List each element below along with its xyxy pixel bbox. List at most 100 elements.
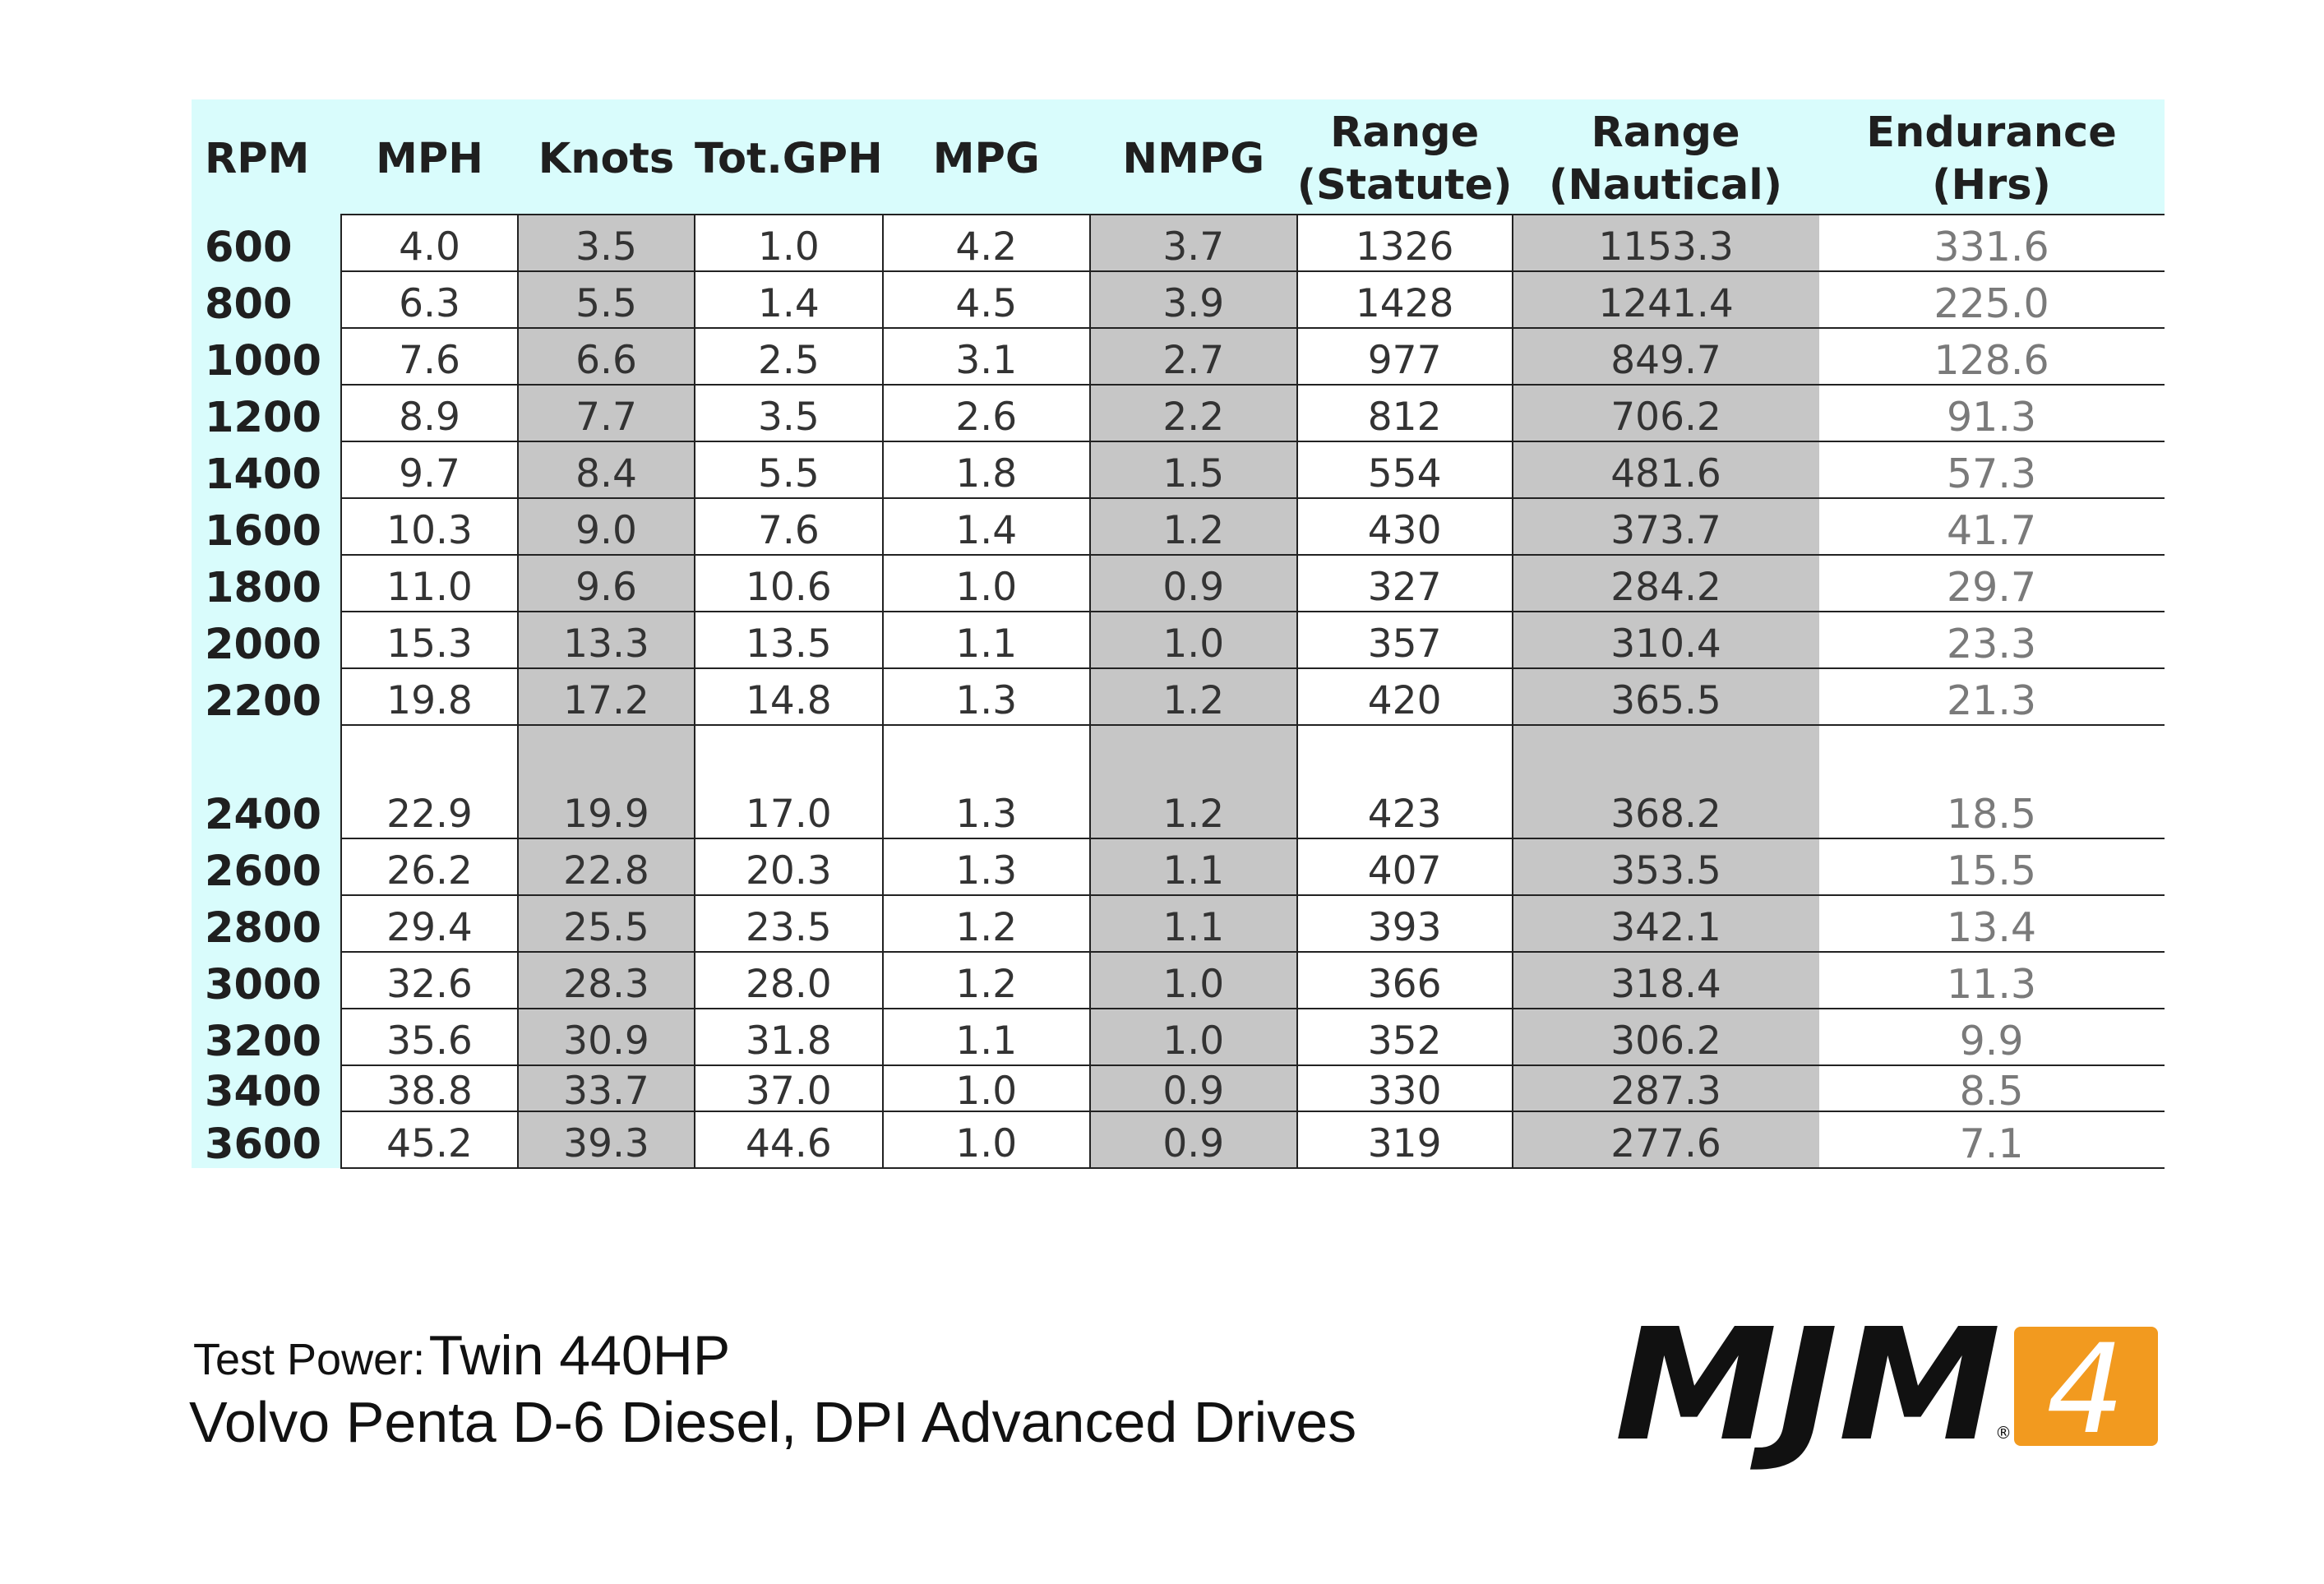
logo-badge — [2014, 1327, 2158, 1446]
cell-mph: 4.0 — [340, 214, 518, 272]
test-power-value: Twin 440HP — [428, 1324, 731, 1387]
cell-mpg: 3.1 — [881, 327, 1090, 386]
cell-gph: 37.0 — [694, 1064, 883, 1112]
cell-knots: 8.4 — [517, 441, 695, 499]
cell-range-nautical: 368.2 — [1511, 724, 1819, 839]
cell-nmpg: 1.0 — [1088, 611, 1297, 669]
cell-mph: 35.6 — [340, 1008, 518, 1066]
cell-range-nautical: 284.2 — [1511, 554, 1819, 612]
cell-gph: 1.4 — [694, 270, 883, 329]
table-row: 2400 22.9 19.9 17.0 1.3 1.2 423 368.2 18.5 — [192, 724, 2165, 839]
cell-gph: 17.0 — [694, 724, 883, 839]
cell-endurance: 9.9 — [1818, 1008, 2165, 1066]
cell-nmpg: 3.9 — [1088, 270, 1297, 329]
cell-nmpg: 3.7 — [1088, 214, 1297, 272]
cell-nmpg: 1.1 — [1088, 894, 1297, 953]
cell-knots: 9.6 — [517, 554, 695, 612]
cell-range-statute: 430 — [1296, 497, 1513, 556]
cell-mpg: 1.8 — [881, 441, 1090, 499]
cell-range-nautical: 318.4 — [1511, 951, 1819, 1009]
cell-range-statute: 357 — [1296, 611, 1513, 669]
cell-endurance: 41.7 — [1818, 497, 2165, 556]
cell-range-statute: 1326 — [1296, 214, 1513, 272]
cell-range-statute: 327 — [1296, 554, 1513, 612]
cell-mph: 45.2 — [340, 1111, 518, 1169]
cell-endurance: 225.0 — [1818, 270, 2165, 329]
registered-mark: ® — [1995, 1423, 2012, 1443]
cell-rpm: 1400 — [192, 441, 341, 498]
table-row: 800 6.3 5.5 1.4 4.5 3.9 1428 1241.4 225.0 — [192, 270, 2165, 329]
header-rpm: RPM — [192, 99, 341, 215]
cell-mph: 26.2 — [340, 838, 518, 896]
cell-mpg: 1.0 — [881, 1064, 1090, 1112]
cell-mpg: 4.2 — [881, 214, 1090, 272]
table-row: 600 4.0 3.5 1.0 4.2 3.7 1326 1153.3 331.6 — [192, 214, 2165, 272]
cell-gph: 20.3 — [694, 838, 883, 896]
cell-mpg: 1.4 — [881, 497, 1090, 556]
cell-knots: 13.3 — [517, 611, 695, 669]
cell-nmpg: 1.1 — [1088, 838, 1297, 896]
cell-rpm: 1800 — [192, 555, 341, 612]
cell-mph: 32.6 — [340, 951, 518, 1009]
cell-mpg: 2.6 — [881, 384, 1090, 442]
cell-range-nautical: 481.6 — [1511, 441, 1819, 499]
cell-knots: 19.9 — [517, 724, 695, 839]
cell-rpm: 2000 — [192, 612, 341, 668]
cell-nmpg: 1.0 — [1088, 1008, 1297, 1066]
cell-range-nautical: 342.1 — [1511, 894, 1819, 953]
cell-mph: 9.7 — [340, 441, 518, 499]
header-mpg: MPG — [882, 99, 1090, 215]
cell-range-nautical: 849.7 — [1511, 327, 1819, 386]
cell-mpg: 1.2 — [881, 951, 1090, 1009]
cell-mpg: 4.5 — [881, 270, 1090, 329]
cell-endurance: 8.5 — [1818, 1064, 2165, 1112]
cell-rpm: 3600 — [192, 1111, 341, 1168]
header-endurance-line1: Endurance — [1866, 108, 2117, 157]
cell-knots: 5.5 — [517, 270, 695, 329]
cell-rpm: 2800 — [192, 895, 341, 952]
cell-range-statute: 393 — [1296, 894, 1513, 953]
header-rpm-label: RPM — [205, 135, 310, 183]
cell-endurance: 15.5 — [1818, 838, 2165, 896]
cell-endurance: 21.3 — [1818, 667, 2165, 726]
cell-nmpg: 1.2 — [1088, 724, 1297, 839]
header-row: RPM MPH Knots Tot.GPH MPG NMPG Range (Sta… — [192, 99, 2165, 215]
table-row: 1800 11.0 9.6 10.6 1.0 0.9 327 284.2 29.7 — [192, 554, 2165, 612]
header-knots-label: Knots — [538, 134, 675, 183]
cell-endurance: 331.6 — [1818, 214, 2165, 272]
cell-endurance: 29.7 — [1818, 554, 2165, 612]
cell-endurance: 18.5 — [1818, 724, 2165, 839]
cell-mph: 38.8 — [340, 1064, 518, 1112]
cell-rpm: 3200 — [192, 1009, 341, 1065]
table-row: 2800 29.4 25.5 23.5 1.2 1.1 393 342.1 13.4 — [192, 894, 2165, 953]
cell-knots: 9.0 — [517, 497, 695, 556]
cell-gph: 14.8 — [694, 667, 883, 726]
cell-gph: 3.5 — [694, 384, 883, 442]
table-row: 1000 7.6 6.6 2.5 3.1 2.7 977 849.7 128.6 — [192, 327, 2165, 386]
cell-rpm: 3400 — [192, 1065, 341, 1113]
cell-range-statute: 1428 — [1296, 270, 1513, 329]
cell-range-nautical: 353.5 — [1511, 838, 1819, 896]
table-row: 3200 35.6 30.9 31.8 1.1 1.0 352 306.2 9.9 — [192, 1008, 2165, 1066]
cell-mpg: 1.3 — [881, 838, 1090, 896]
header-mph-label: MPH — [376, 134, 483, 183]
table-row: 3400 38.8 33.7 37.0 1.0 0.9 330 287.3 8.5 — [192, 1064, 2165, 1113]
cell-range-statute: 407 — [1296, 838, 1513, 896]
table-row: 3600 45.2 39.3 44.6 1.0 0.9 319 277.6 7.1 — [192, 1111, 2165, 1169]
cell-endurance: 91.3 — [1818, 384, 2165, 442]
cell-mpg: 1.3 — [881, 724, 1090, 839]
table-row: 1600 10.3 9.0 7.6 1.4 1.2 430 373.7 41.7 — [192, 497, 2165, 556]
cell-endurance: 57.3 — [1818, 441, 2165, 499]
test-power-label: Test Power: — [193, 1335, 426, 1384]
cell-range-statute: 554 — [1296, 441, 1513, 499]
cell-range-nautical: 706.2 — [1511, 384, 1819, 442]
cell-knots: 39.3 — [517, 1111, 695, 1169]
header-gph-label: Tot.GPH — [695, 134, 883, 183]
cell-range-nautical: 1153.3 — [1511, 214, 1819, 272]
cell-range-statute: 977 — [1296, 327, 1513, 386]
cell-knots: 6.6 — [517, 327, 695, 386]
cell-gph: 44.6 — [694, 1111, 883, 1169]
cell-nmpg: 0.9 — [1088, 554, 1297, 612]
header-range-nautical-line1: Range — [1591, 108, 1740, 157]
cell-mph: 29.4 — [340, 894, 518, 953]
